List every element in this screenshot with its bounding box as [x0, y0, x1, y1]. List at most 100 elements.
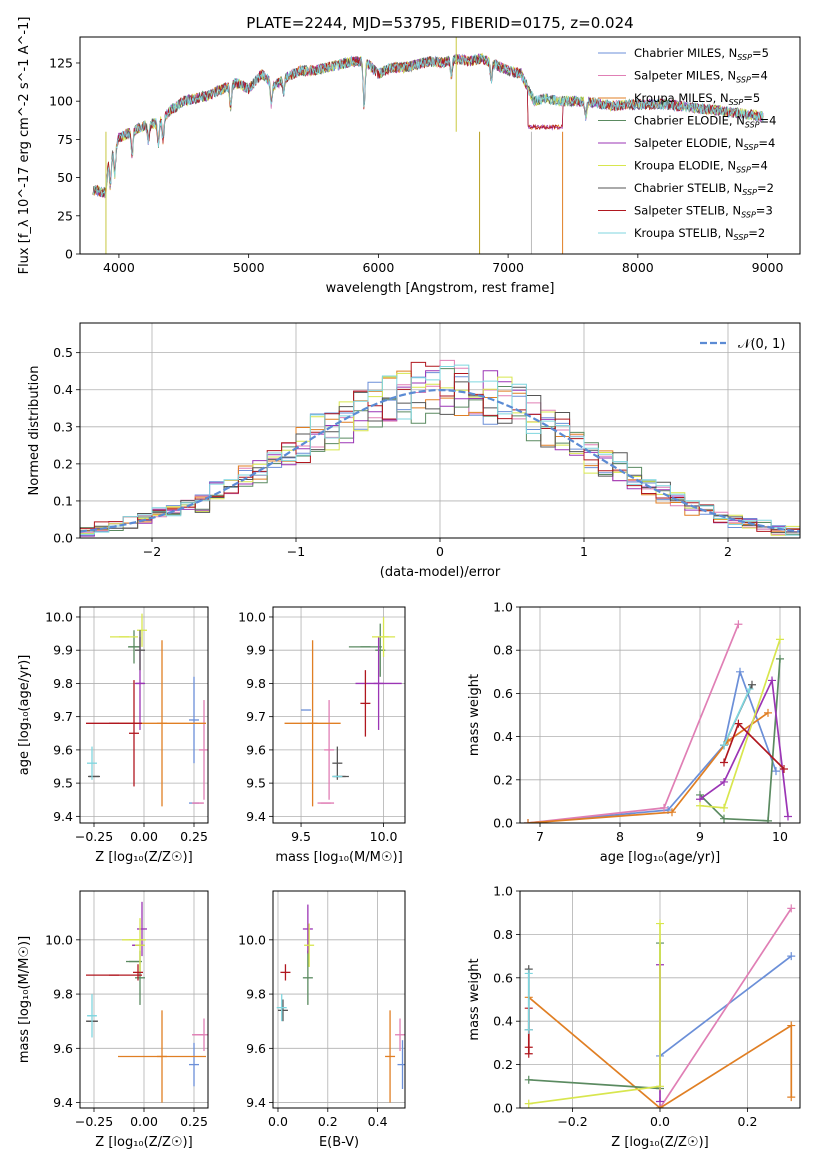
- legend-eq: =: [752, 46, 762, 60]
- legend-nssp-value: 2: [767, 181, 774, 195]
- legend-sep: ,: [725, 204, 732, 218]
- legend-label-8: Kroupa STELIB, NSSP=2: [634, 226, 765, 242]
- series-marker: [780, 765, 788, 773]
- series-marker: [787, 1021, 796, 1030]
- panel-weight-vs-age: 7 8 9 10 0.0 0.2 0.4 0.6 0.8 1.0 age [log₁₀(age/yr…: [467, 600, 801, 865]
- y-tick-label: 10.0: [45, 932, 73, 947]
- y-axis-label: mass weight: [467, 674, 482, 756]
- axes-frame: [519, 606, 801, 824]
- legend-model-name: Salpeter ELODIE: [634, 136, 728, 150]
- legend-sep: ,: [720, 69, 727, 83]
- legend-nssp-value: 4: [769, 114, 776, 128]
- series-marker: [524, 1075, 533, 1084]
- x-axis-label: mass [log₁₀(M/M☉)]: [275, 850, 402, 865]
- legend-eq: =: [760, 114, 770, 128]
- x-tick-label: 5000: [233, 260, 265, 275]
- legend-eq: =: [756, 204, 766, 218]
- y-tick-label: 0.8: [493, 643, 513, 658]
- series-marker: [720, 758, 728, 767]
- y-tick-label: 9.6: [53, 1041, 73, 1056]
- legend-label-4: Salpeter ELODIE, NSSP=4: [634, 136, 775, 152]
- x-tick-label: 6000: [362, 260, 394, 275]
- y-tick-label: 9.8: [246, 676, 266, 691]
- series-line-1: [527, 623, 740, 823]
- plot-area-weight-vs-age: [524, 620, 792, 823]
- legend-nssp-value: 5: [753, 91, 760, 105]
- legend-label-2: Kroupa MILES, NSSP=5: [634, 91, 760, 107]
- plot-area-residuals: [80, 359, 800, 537]
- x-tick-label: 1: [580, 544, 588, 559]
- y-axis-label: mass weight: [467, 958, 482, 1040]
- plot-area-spectrum: [92, 37, 764, 254]
- y-axis-label: age [log₁₀(age/yr)]: [17, 655, 32, 776]
- y-tick-label: 9.4: [53, 809, 73, 824]
- axes-frame: [79, 322, 801, 539]
- y-tick-label: 9.4: [53, 1095, 73, 1110]
- figure-title: PLATE=2244, MJD=53795, FIBERID=0175, z=0…: [246, 14, 633, 32]
- series-marker: [784, 812, 792, 821]
- x-tick-label: 4000: [103, 260, 135, 275]
- series-marker: [524, 969, 533, 978]
- legend-nssp-value: 4: [768, 136, 775, 150]
- series-marker: [764, 816, 772, 823]
- y-tick-label: 0.2: [53, 456, 73, 471]
- legend-label-5: Kroupa ELODIE, NSSP=4: [634, 159, 768, 175]
- series-line-4: [699, 677, 789, 817]
- series-marker: [720, 777, 728, 786]
- y-tick-label: 9.9: [53, 643, 73, 658]
- x-axis-label: age [log₁₀(age/yr)]: [600, 850, 721, 865]
- y-tick-label: 9.7: [246, 709, 266, 724]
- legend-n: N: [736, 114, 745, 128]
- y-tick-label: 0: [65, 247, 73, 262]
- series-marker: [656, 919, 664, 928]
- y-tick-label: 9.5: [53, 776, 73, 791]
- y-tick-label: 0.6: [493, 970, 513, 985]
- residual-hist-8: [80, 364, 800, 536]
- legend-nssp-sub: SSP: [729, 98, 744, 107]
- y-tick-label: 9.5: [246, 776, 266, 791]
- legend-nssp-value: 4: [760, 69, 767, 83]
- y-tick-label: 100: [49, 94, 73, 109]
- legend-gaussian-label: 𝒩(0, 1): [738, 337, 785, 352]
- plot-area-mass-vs-EBV: [276, 904, 405, 1103]
- legend-model-name: Kroupa STELIB: [634, 226, 718, 240]
- legend-nssp-sub: SSP: [736, 166, 751, 175]
- y-tick-label: 9.6: [246, 1041, 266, 1056]
- legend-sep: ,: [728, 136, 735, 150]
- y-tick-label: 0.0: [493, 1101, 513, 1116]
- series-marker: [720, 814, 728, 823]
- legend-model-name: Chabrier MILES: [634, 46, 721, 60]
- y-tick-label: 50: [57, 170, 73, 185]
- legend-nssp-value: 2: [758, 226, 765, 240]
- y-tick-label: 1.0: [493, 600, 513, 615]
- series-marker: [656, 1082, 664, 1091]
- series-line-0: [527, 668, 777, 823]
- panel-weight-vs-Z: −0.2 0.0 0.2 0.0 0.2 0.4 0.6 0.8 1.0 Z [log₁₀(Z/Z…: [467, 884, 801, 1150]
- panel-residuals: −2 −1 0 1 2 0.0 0.1 0.2 0.3 0.4 0.5 (data-model)/er…: [27, 322, 801, 580]
- legend-n: N: [720, 91, 729, 105]
- series-marker: [764, 708, 772, 717]
- y-tick-label: 0.2: [493, 772, 513, 787]
- legend-nssp-sub: SSP: [742, 188, 757, 197]
- legend-eq: =: [743, 91, 753, 105]
- y-tick-label: 0.1: [53, 493, 73, 508]
- x-tick-label: 0.0: [650, 1114, 670, 1129]
- plot-area-weight-vs-Z: [524, 904, 796, 1108]
- series-marker: [656, 1097, 664, 1106]
- x-tick-label: 10.0: [370, 829, 398, 844]
- series-marker: [734, 620, 743, 629]
- legend-nssp-value: 3: [765, 204, 772, 218]
- series-line-2: [527, 712, 769, 823]
- panel-age-vs-mass: 9.5 10.0 9.4 9.5 9.6 9.7 9.8 9.9 10.0 mass [log₁₀…: [238, 606, 406, 865]
- series-marker: [660, 803, 668, 812]
- x-tick-label: 10: [772, 829, 788, 844]
- y-tick-label: 0.5: [53, 345, 73, 360]
- legend-eq: =: [751, 69, 761, 83]
- legend-label-1: Salpeter MILES, NSSP=4: [634, 69, 768, 85]
- x-tick-label: −0.25: [75, 829, 113, 844]
- axes-frame: [519, 890, 801, 1109]
- axes-frame: [79, 606, 209, 824]
- legend-model-name: Salpeter MILES: [634, 69, 720, 83]
- legend-nssp-value: 5: [762, 46, 769, 60]
